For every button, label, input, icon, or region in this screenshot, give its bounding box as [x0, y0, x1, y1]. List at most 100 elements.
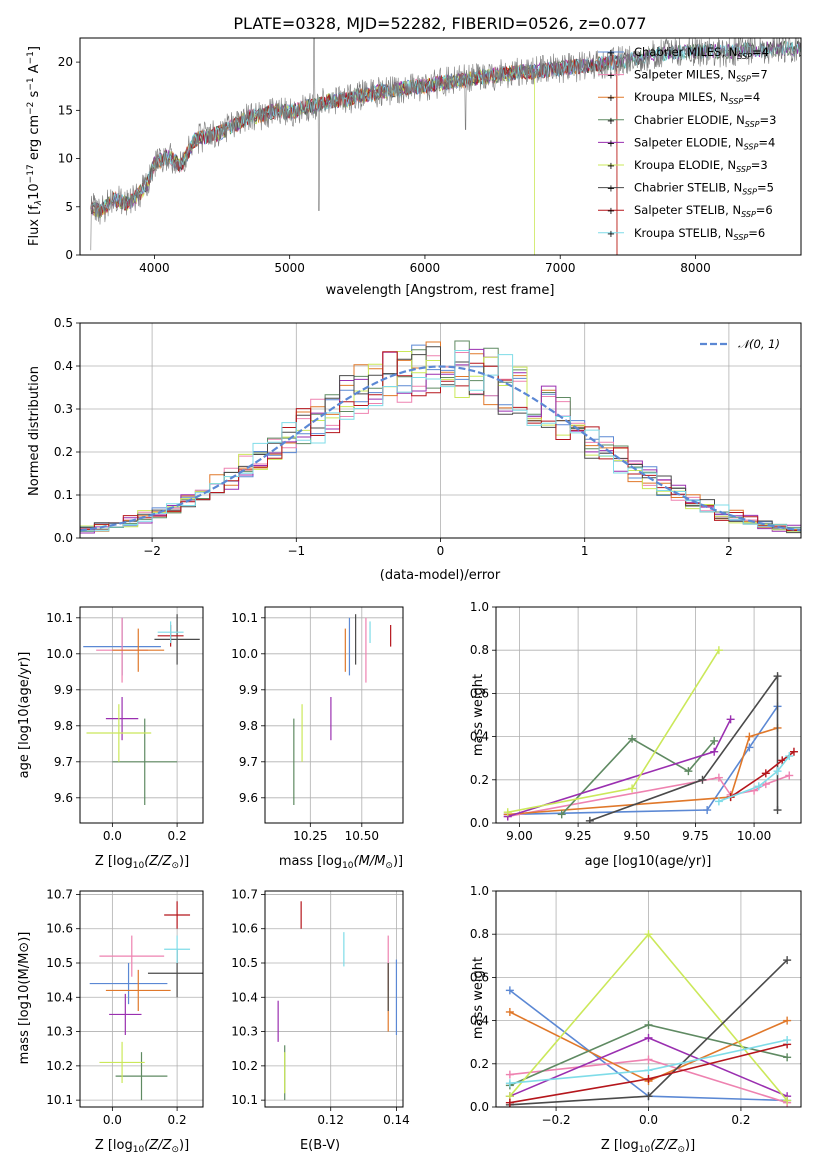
y-tick-label: 9.7: [54, 755, 73, 769]
legend-label-eq: =4: [752, 45, 769, 59]
y-tick-label: 1.0: [470, 884, 489, 898]
legend-label-sub: SSP: [744, 142, 759, 151]
series-kroupa-stelib: [505, 1036, 792, 1088]
legend-label-main: Salpeter STELIB, N: [634, 203, 741, 217]
y-tick-label: 10.7: [231, 887, 258, 901]
y-tick-label: 0.0: [470, 816, 489, 830]
legend-marker: +: [607, 206, 615, 217]
legend-marker: +: [607, 48, 615, 59]
y-tick-label: 9.6: [239, 791, 258, 805]
legend-label-main: Chabrier MILES, N: [634, 45, 737, 59]
massweight-vs-z-panel: −0.2 0.0 0.2 0.0 0.2 0.4 0.6 0.8 1.0: [470, 884, 802, 1127]
y-tick-label: 10.6: [46, 922, 73, 936]
x-tick-label: 0.0: [103, 829, 122, 843]
y-tick-label: 0: [65, 248, 73, 262]
x-tick-label: 2: [725, 544, 733, 558]
y-tick-label: 5: [65, 200, 73, 214]
y-tick-label: 0.8: [470, 927, 489, 941]
legend-label-sub: SSP: [745, 120, 760, 129]
legend-label-chabrier-elodie-n: Chabrier ELODIE, NSSP=3: [634, 113, 776, 129]
y-tick-label: 9.6: [54, 791, 73, 805]
y-tick-label: 10.6: [231, 922, 258, 936]
series-line: [718, 755, 790, 803]
spectrum-model-salpeter-miles-n: [90, 55, 618, 215]
axes-frame: [495, 890, 802, 1108]
legend-label-salpeter-stelib-n: Salpeter STELIB, NSSP=6: [634, 203, 773, 219]
legend-marker: +: [607, 71, 615, 82]
errorbar-salpeter-elodie: [109, 993, 142, 1035]
legend-label-sub: SSP: [734, 233, 749, 242]
y-tick-label: 0.4: [470, 730, 489, 744]
y-tick-label: 10: [58, 152, 73, 166]
y-tick-label: 10.2: [231, 1059, 258, 1073]
errorbar-salpeter-miles: [99, 935, 165, 977]
x-tick-label: 5000: [274, 261, 305, 275]
massweight-vs-age-ylabel: mass weight: [471, 674, 486, 756]
massweight-vs-z-ylabel: mass weight: [471, 957, 486, 1039]
mass-vs-z-panel: 0.0 0.2 10.1 10.2 10.3 10.4 10.5 10.6 10.7: [46, 887, 204, 1127]
massweight-vs-age-panel: 9.00 9.25 9.50 9.75 10.00 0.0 0.2 0.4 0.6 0.8 1.0: [470, 600, 802, 843]
series-kroupa-elodie: [505, 930, 792, 1105]
legend-label-eq: =7: [751, 68, 768, 82]
y-tick-label: 10.1: [46, 611, 73, 625]
legend-label-chabrier-miles-n: Chabrier MILES, NSSP=4: [634, 45, 769, 61]
age-vs-mass-xlabel: mass [log10(M/M⊙)]: [279, 854, 403, 871]
legend-label-main: Salpeter MILES, N: [634, 68, 736, 82]
y-tick-label: 15: [58, 103, 73, 117]
axes-frame: [79, 322, 802, 539]
y-tick-label: 10.1: [46, 1093, 73, 1107]
legend-label-eq: =4: [758, 135, 775, 149]
errorbar-kroupa-miles: [105, 969, 171, 1011]
y-tick-label: 0.4: [470, 1014, 489, 1028]
x-tick-label: 0.14: [383, 1113, 410, 1127]
legend-label-kroupa-elodie-n: Kroupa ELODIE, NSSP=3: [634, 158, 768, 174]
legend-label-main: Chabrier ELODIE, N: [634, 113, 745, 127]
series-line: [730, 751, 795, 798]
legend-label-chabrier-stelib-n: Chabrier STELIB, NSSP=5: [634, 181, 774, 197]
legend-marker: +: [607, 93, 615, 104]
legend-label-sub: SSP: [736, 165, 751, 174]
errorbar-kroupa-elodie: [99, 1041, 145, 1083]
x-tick-label: −1: [287, 544, 305, 558]
legend-label-eq: =3: [760, 113, 777, 127]
x-tick-label: 0.2: [168, 829, 187, 843]
x-tick-label: 0.0: [639, 1113, 658, 1127]
legend-label-main: Salpeter ELODIE, N: [634, 135, 744, 149]
age-vs-z-ylabel: age [log10(age/yr)]: [17, 652, 32, 779]
residuals-xlabel: (data-model)/error: [380, 568, 501, 583]
series-kroupa-elodie: [503, 646, 723, 817]
legend-label-sub: SSP: [741, 210, 756, 219]
series-chabrier-elodie: [557, 734, 719, 819]
mass-vs-ebv-panel: 0.12 0.14 10.1 10.2 10.3 10.4 10.5 10.6 10.7: [231, 887, 410, 1127]
legend-label-sub: SSP: [729, 97, 744, 106]
legend-label-main: Kroupa ELODIE, N: [634, 158, 736, 172]
series-line: [507, 727, 778, 816]
y-tick-label: 10.4: [46, 990, 73, 1004]
spectrum-xlabel: wavelength [Angstrom, rest frame]: [326, 283, 555, 298]
legend-label-salpeter-elodie-n: Salpeter ELODIE, NSSP=4: [634, 135, 775, 151]
spectrum-legend: + Chabrier MILES, NSSP=4+ Salpeter MILES, …: [598, 45, 776, 242]
legend-label-eq: =5: [757, 181, 774, 195]
y-tick-label: 10.0: [231, 647, 258, 661]
y-tick-label: 9.9: [54, 683, 73, 697]
legend-label-main: Kroupa STELIB, N: [634, 226, 734, 240]
x-tick-label: 9.25: [565, 829, 592, 843]
y-tick-label: 0.0: [54, 531, 73, 545]
y-tick-label: 9.8: [239, 719, 258, 733]
y-tick-label: 0.3: [54, 402, 73, 416]
errorbar-kroupa-stelib: [157, 621, 184, 643]
x-tick-label: −0.2: [542, 1113, 571, 1127]
legend-marker: +: [607, 116, 615, 127]
spectrum-observed-line: [90, 38, 801, 251]
gaussian-reference-curve: [79, 365, 802, 532]
age-vs-z-xlabel: Z [log10(Z/Z⊙)]: [95, 854, 189, 871]
x-tick-label: 0.0: [103, 1113, 122, 1127]
y-tick-label: 10.1: [231, 1093, 258, 1107]
errorbar-chabrier-miles: [89, 963, 168, 1005]
residuals-ylabel: Normed distribution: [27, 366, 42, 496]
y-tick-label: 9.8: [54, 719, 73, 733]
y-tick-label: 10.2: [46, 1059, 73, 1073]
x-tick-label: 7000: [545, 261, 576, 275]
series-line: [589, 673, 779, 822]
